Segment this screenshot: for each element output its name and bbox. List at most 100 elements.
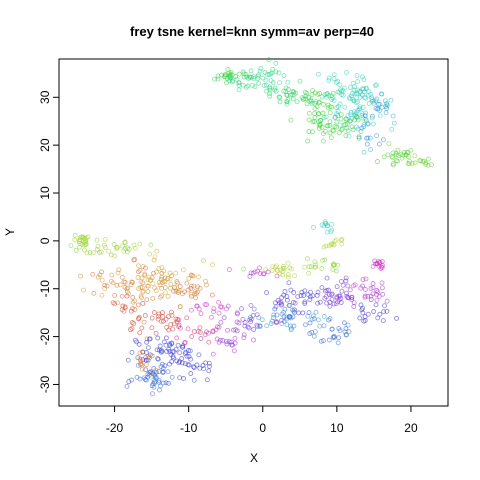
- data-point: [277, 80, 283, 86]
- data-point: [362, 287, 368, 292]
- x-tick-label: 0: [259, 421, 266, 435]
- data-point: [315, 289, 321, 295]
- data-point: [340, 92, 346, 98]
- data-point: [371, 100, 377, 106]
- data-point: [281, 292, 287, 298]
- data-point: [126, 246, 132, 252]
- data-point: [128, 308, 134, 314]
- data-point: [319, 266, 325, 271]
- data-point: [425, 156, 431, 162]
- data-point: [216, 299, 222, 305]
- data-point: [124, 383, 130, 389]
- data-point: [261, 83, 267, 88]
- data-point: [352, 282, 358, 288]
- data-point: [174, 279, 180, 284]
- data-point: [246, 75, 251, 81]
- data-point: [333, 237, 339, 243]
- data-point: [170, 326, 176, 332]
- data-point: [322, 288, 328, 294]
- data-point: [264, 290, 270, 296]
- data-point: [375, 289, 381, 295]
- data-point: [97, 250, 102, 255]
- data-point: [351, 109, 357, 115]
- data-point: [301, 96, 307, 102]
- x-tick-label: 10: [330, 421, 344, 435]
- data-point: [326, 317, 332, 323]
- data-point: [135, 302, 141, 308]
- data-point: [354, 113, 359, 119]
- data-point: [376, 141, 382, 147]
- data-point: [116, 267, 122, 273]
- data-point: [328, 229, 334, 235]
- data-point: [188, 356, 194, 362]
- data-point: [408, 147, 414, 153]
- data-point: [357, 94, 363, 100]
- data-point: [364, 141, 370, 147]
- data-point: [177, 284, 183, 290]
- data-point: [129, 377, 135, 383]
- data-point: [258, 65, 264, 71]
- x-tick-label: -20: [106, 421, 124, 435]
- data-point: [184, 280, 190, 286]
- data-point: [331, 72, 337, 78]
- data-point: [207, 363, 212, 369]
- data-point: [352, 117, 357, 123]
- data-point: [77, 237, 83, 243]
- data-point: [114, 282, 120, 288]
- data-point: [326, 75, 332, 81]
- data-point: [357, 104, 363, 110]
- data-point: [130, 279, 135, 285]
- data-point: [248, 302, 254, 308]
- data-point: [133, 337, 138, 343]
- data-point: [186, 275, 192, 281]
- data-point: [94, 237, 100, 243]
- data-point: [286, 303, 292, 308]
- data-point: [335, 103, 341, 109]
- data-point: [247, 74, 253, 80]
- data-point: [331, 76, 337, 82]
- data-point: [315, 71, 321, 77]
- data-point: [248, 68, 254, 74]
- data-point: [336, 293, 342, 299]
- data-point: [104, 283, 110, 289]
- data-point: [274, 273, 280, 279]
- data-point: [223, 74, 228, 80]
- data-point: [366, 101, 372, 106]
- data-point: [128, 327, 133, 333]
- data-point: [270, 80, 276, 86]
- data-point: [383, 110, 389, 116]
- data-point: [284, 314, 290, 320]
- data-point: [155, 356, 161, 362]
- data-point: [252, 84, 258, 90]
- data-point: [108, 252, 114, 258]
- data-point: [308, 264, 314, 270]
- data-point: [99, 277, 105, 283]
- data-point: [159, 274, 165, 280]
- data-point: [429, 162, 434, 168]
- data-point: [157, 343, 163, 349]
- data-point: [260, 271, 266, 277]
- data-point: [306, 110, 312, 116]
- data-point: [231, 348, 237, 354]
- data-point: [137, 330, 143, 336]
- data-point: [206, 339, 212, 345]
- data-point: [240, 316, 246, 322]
- data-point: [380, 137, 386, 143]
- data-point: [361, 318, 367, 324]
- data-point: [154, 269, 159, 275]
- data-point: [200, 363, 206, 368]
- data-point: [295, 294, 301, 300]
- data-point: [331, 301, 337, 307]
- data-point: [339, 241, 345, 247]
- data-point: [324, 275, 330, 281]
- data-point: [389, 126, 395, 132]
- data-point: [163, 335, 169, 341]
- data-point: [302, 322, 308, 328]
- data-point: [329, 291, 335, 297]
- data-point: [150, 281, 156, 286]
- data-point: [156, 313, 161, 319]
- data-point: [271, 315, 276, 321]
- data-point: [322, 92, 328, 98]
- data-point: [185, 326, 191, 332]
- y-tick-label: -20: [38, 328, 52, 346]
